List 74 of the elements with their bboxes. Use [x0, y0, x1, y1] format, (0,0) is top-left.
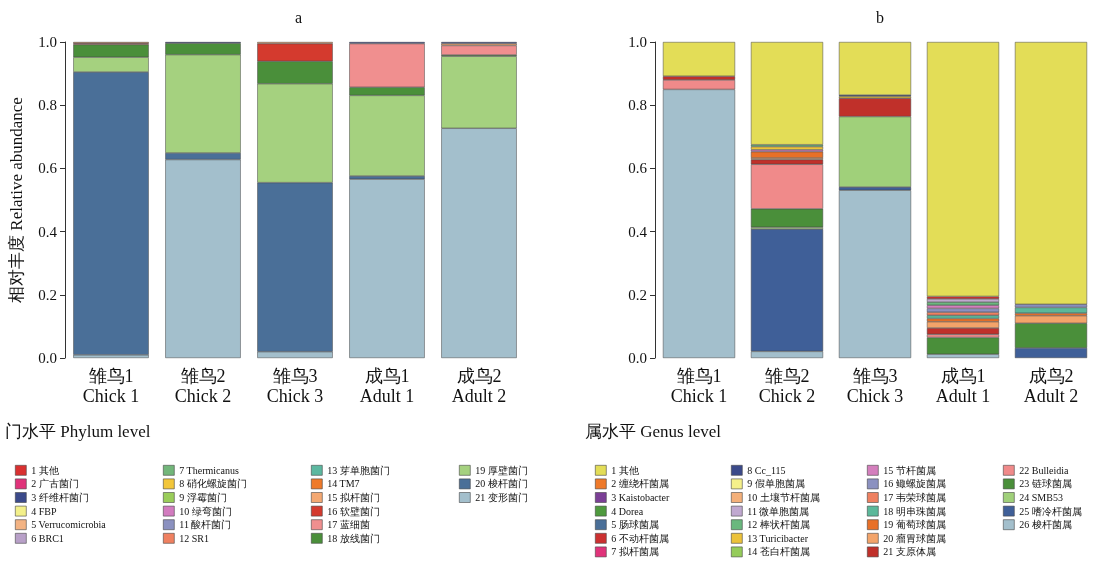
x-tick-label: 成鸟1 Adult 1 — [935, 366, 991, 406]
y-tick-label: 0.0 — [38, 350, 57, 366]
legend-label: 16 软壁菌门 — [327, 505, 380, 517]
y-tick-label: 1.0 — [628, 34, 647, 50]
legend-label: 20 梭杆菌门 — [475, 478, 528, 490]
legend-label: 9 浮霉菌门 — [179, 492, 227, 503]
legend-label: 26 梭杆菌属 — [1019, 519, 1072, 531]
y-tick-label: 0.6 — [628, 160, 648, 177]
legend-label: 16 鲰螺旋菌属 — [883, 478, 946, 490]
legend-label: 15 拟杆菌门 — [327, 492, 380, 503]
x-tick-label: 雏鸟1 Chick 1 — [82, 366, 140, 406]
legend-label: 8 Cc_115 — [747, 464, 786, 476]
legend-label: 14 TM7 — [327, 478, 360, 490]
legend-label: 5 Verrucomicrobia — [31, 519, 107, 531]
legend-label: 15 节杆菌属 — [883, 464, 936, 476]
legend-label: 7 拟杆菌属 — [611, 546, 659, 558]
y-tick-label: 0.6 — [38, 160, 58, 177]
legend-label: 19 厚壁菌门 — [475, 464, 528, 476]
legend-label: 11 微单胞菌属 — [747, 505, 810, 517]
y-tick-label: 0.2 — [628, 286, 647, 303]
legend-label: 9 假单胞菌属 — [747, 478, 805, 490]
legend-label: 13 Turicibacter — [747, 532, 809, 544]
legend-label: 3 纤维杆菌门 — [31, 492, 89, 503]
x-tick-label: 雏鸟3 Chick 3 — [266, 366, 324, 406]
legend-label: 7 Thermicanus — [179, 464, 239, 476]
x-tick-label: 雏鸟1 Chick 1 — [670, 366, 728, 406]
y-tick-label: 0.2 — [38, 286, 57, 303]
x-tick-label: 成鸟1 Adult 1 — [359, 366, 415, 406]
chart-title: a — [294, 8, 303, 26]
legend-label: 20 瘤胃球菌属 — [883, 532, 946, 544]
legend-label: 17 韦荣球菌属 — [883, 492, 946, 503]
y-axis-title: 相对丰度 Relative abundance — [7, 97, 26, 303]
legend-title: 门水平 Phylum level — [5, 422, 151, 441]
legend-label: 23 链球菌属 — [1019, 478, 1072, 490]
x-tick-label: 雏鸟2 Chick 2 — [758, 366, 816, 406]
y-tick-label: 1.0 — [38, 34, 57, 50]
legend-label: 19 葡萄球菌属 — [883, 519, 946, 531]
legend-label: 2 广古菌门 — [31, 478, 79, 490]
x-tick-label: 雏鸟3 Chick 3 — [846, 366, 904, 406]
legend-label: 3 Kaistobacter — [611, 492, 670, 503]
legend-title: 属水平 Genus level — [585, 422, 722, 441]
legend-label: 13 芽单胞菌门 — [327, 464, 390, 476]
y-tick-label: 0.0 — [628, 350, 647, 366]
legend-label: 6 不动杆菌属 — [611, 532, 669, 544]
legend-label: 10 绿弯菌门 — [179, 505, 232, 517]
x-tick-label: 成鸟2 Adult 2 — [451, 366, 507, 406]
legend-label: 6 BRC1 — [31, 532, 64, 544]
legend-label: 12 棒状杆菌属 — [747, 519, 810, 531]
x-tick-label: 雏鸟2 Chick 2 — [174, 366, 232, 406]
legend-label: 4 Dorea — [611, 505, 644, 517]
y-tick-label: 0.4 — [38, 223, 58, 240]
chart-title: b — [876, 8, 884, 26]
legend-label: 8 硝化螺旋菌门 — [179, 478, 247, 490]
legend-label: 17 蓝细菌 — [327, 519, 370, 531]
legend-label: 18 明串珠菌属 — [883, 505, 946, 517]
y-tick-label: 0.8 — [628, 97, 647, 114]
legend-label: 4 FBP — [31, 505, 58, 517]
legend-label: 1 其他 — [611, 464, 639, 476]
y-tick-label: 0.8 — [38, 97, 57, 114]
legend-label: 22 Bulleidia — [1019, 464, 1070, 476]
legend-label: 14 苍白杆菌属 — [747, 546, 810, 558]
x-tick-label: 成鸟2 Adult 2 — [1023, 366, 1079, 406]
legend-label: 5 肠球菌属 — [611, 519, 659, 531]
legend-label: 10 土壤节杆菌属 — [747, 492, 820, 503]
legend-label: 11 酸杆菌门 — [179, 519, 232, 531]
legend-label: 1 其他 — [31, 464, 59, 476]
legend-label: 2 缠绕杆菌属 — [611, 478, 669, 490]
legend-label: 12 SR1 — [179, 532, 210, 544]
legend-label: 21 支原体属 — [883, 546, 936, 558]
legend-label: 21 变形菌门 — [475, 492, 528, 503]
legend-label: 18 放线菌门 — [327, 532, 380, 544]
legend-label: 24 SMB53 — [1019, 492, 1063, 503]
legend-label: 25 嗜冷杆菌属 — [1019, 505, 1082, 517]
y-tick-label: 0.4 — [628, 223, 648, 240]
